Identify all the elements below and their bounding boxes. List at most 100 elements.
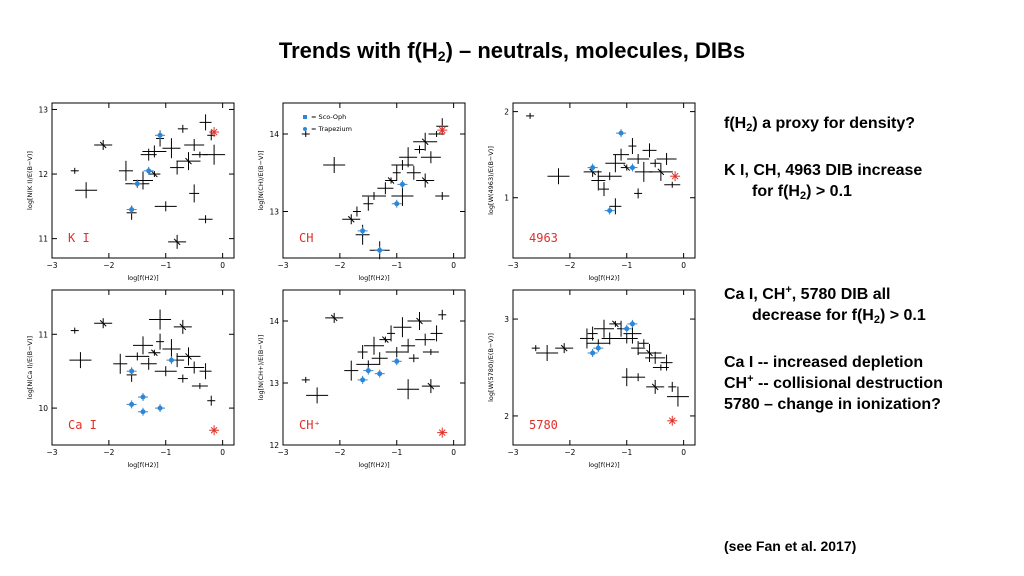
y-tick-label: 2 xyxy=(504,108,509,117)
sco-oph-point xyxy=(627,319,638,328)
data-point xyxy=(438,309,447,320)
x-tick-label: 0 xyxy=(220,448,225,457)
data-point xyxy=(531,345,540,352)
sco-oph-point xyxy=(363,366,374,375)
panel-tag: CH xyxy=(299,231,313,245)
sco-oph-point xyxy=(166,356,177,365)
sco-oph-point xyxy=(621,324,632,333)
note-density: f(H2) a proxy for density? xyxy=(724,115,916,134)
data-point xyxy=(605,154,626,173)
data-point xyxy=(646,379,665,394)
data-point xyxy=(70,167,79,174)
y-tick-label: 2 xyxy=(504,412,509,421)
data-point xyxy=(203,144,226,165)
panel-frame xyxy=(512,289,696,446)
y-axis-label: log[N(CH)/E(B−V)] xyxy=(257,150,265,210)
x-tick-label: −1 xyxy=(621,261,632,270)
data-point xyxy=(420,151,441,164)
legend-marker-trapezium xyxy=(303,127,307,131)
data-point xyxy=(69,352,92,369)
sco-oph-point xyxy=(126,367,137,376)
note-destruction: CH+ -- collisional destruction xyxy=(724,373,943,393)
data-point xyxy=(579,328,594,349)
panel-tag: CH⁺ xyxy=(299,418,321,432)
citation: (see Fan et al. 2017) xyxy=(724,538,857,554)
sco-oph-point xyxy=(357,226,368,235)
sco-oph-point xyxy=(155,404,166,413)
y-axis-label: log[W(5780)/E(B−V)] xyxy=(487,333,495,402)
title-main: Trends with f(H xyxy=(278,38,438,63)
y-tick-label: 14 xyxy=(269,130,279,139)
data-point xyxy=(391,186,414,206)
data-point xyxy=(631,373,646,382)
data-point xyxy=(587,326,598,341)
y-tick-label: 11 xyxy=(38,235,48,244)
x-tick-label: −2 xyxy=(103,261,114,270)
y-tick-label: 12 xyxy=(269,441,279,450)
trapezium-point xyxy=(670,171,681,182)
data-point xyxy=(362,192,386,200)
panel-1: −3 −2 −1 0 11 12 13 log[f(H2)] log[N(K I)/E(B−V)… xyxy=(26,102,235,282)
trapezium-point xyxy=(437,125,448,136)
x-tick-label: 0 xyxy=(451,448,456,457)
panel-4: −3 −2 −1 0 10 11 log[f(H2)] log[N(Ca I)/E(B−V)]… xyxy=(26,289,235,469)
trapezium-point xyxy=(209,127,220,138)
data-point xyxy=(176,347,201,366)
note-decrease-threshold: decrease for f(H2) > 0.1 xyxy=(752,307,926,326)
y-axis-label: log[N(CH+)/E(B−V)] xyxy=(257,335,265,401)
y-tick-label: 11 xyxy=(38,330,48,339)
data-point xyxy=(597,172,622,181)
x-tick-label: −2 xyxy=(334,448,345,457)
data-point xyxy=(199,114,212,131)
data-point xyxy=(118,160,133,181)
x-tick-label: −1 xyxy=(160,261,171,270)
data-point xyxy=(421,379,440,394)
data-point xyxy=(149,309,172,330)
data-point xyxy=(140,357,157,370)
x-axis-label: log[f(H2)] xyxy=(358,274,389,282)
trapezium-point xyxy=(209,425,220,436)
data-point xyxy=(154,366,177,377)
data-point xyxy=(599,182,609,197)
y-tick-label: 13 xyxy=(38,105,48,114)
legend-marker-scooph xyxy=(303,115,307,119)
data-point xyxy=(377,182,394,195)
x-tick-label: −2 xyxy=(103,448,114,457)
data-point xyxy=(125,352,150,361)
x-tick-label: −2 xyxy=(334,261,345,270)
x-axis-label: log[f(H2)] xyxy=(588,274,619,282)
y-axis-label: log[N(Ca I)/E(B−V)] xyxy=(26,336,34,399)
data-point xyxy=(352,206,361,217)
notes-top: f(H2) a proxy for density? K I, CH, 4963… xyxy=(724,113,922,207)
sco-oph-point xyxy=(587,348,598,357)
title-rest: ) – neutrals, molecules, DIBs xyxy=(445,38,746,63)
sco-oph-point xyxy=(374,246,385,255)
data-point xyxy=(191,382,208,389)
data-point xyxy=(148,349,161,357)
data-point xyxy=(323,157,346,173)
x-tick-label: 0 xyxy=(681,448,686,457)
y-tick-label: 10 xyxy=(38,404,48,413)
panel-tag: Ca I xyxy=(68,418,97,432)
notes-bottom: Ca I, CH+, 5780 DIB all decrease for f(H… xyxy=(724,284,943,415)
data-point xyxy=(70,327,79,334)
x-tick-label: −3 xyxy=(277,261,288,270)
x-tick-label: 0 xyxy=(451,261,456,270)
x-axis-label: log[f(H2)] xyxy=(358,461,389,469)
data-point xyxy=(591,170,606,191)
panel-3: −3 −2 −1 0 1 2 log[f(H2)] log[W(4963)/E(B−V)] 49… xyxy=(487,102,696,282)
data-point xyxy=(399,147,418,168)
data-point xyxy=(601,332,618,345)
legend-scooph: = Sco-Oph xyxy=(311,113,346,121)
y-tick-label: 14 xyxy=(269,317,279,326)
data-point xyxy=(642,143,657,158)
data-point xyxy=(536,344,559,361)
y-axis-label: log[N(K I)/E(B−V)] xyxy=(26,151,34,210)
panel-frame xyxy=(51,289,235,446)
data-point xyxy=(207,395,216,406)
data-point xyxy=(154,201,177,212)
data-point xyxy=(170,160,185,175)
data-point xyxy=(666,386,689,407)
data-point xyxy=(634,188,643,199)
